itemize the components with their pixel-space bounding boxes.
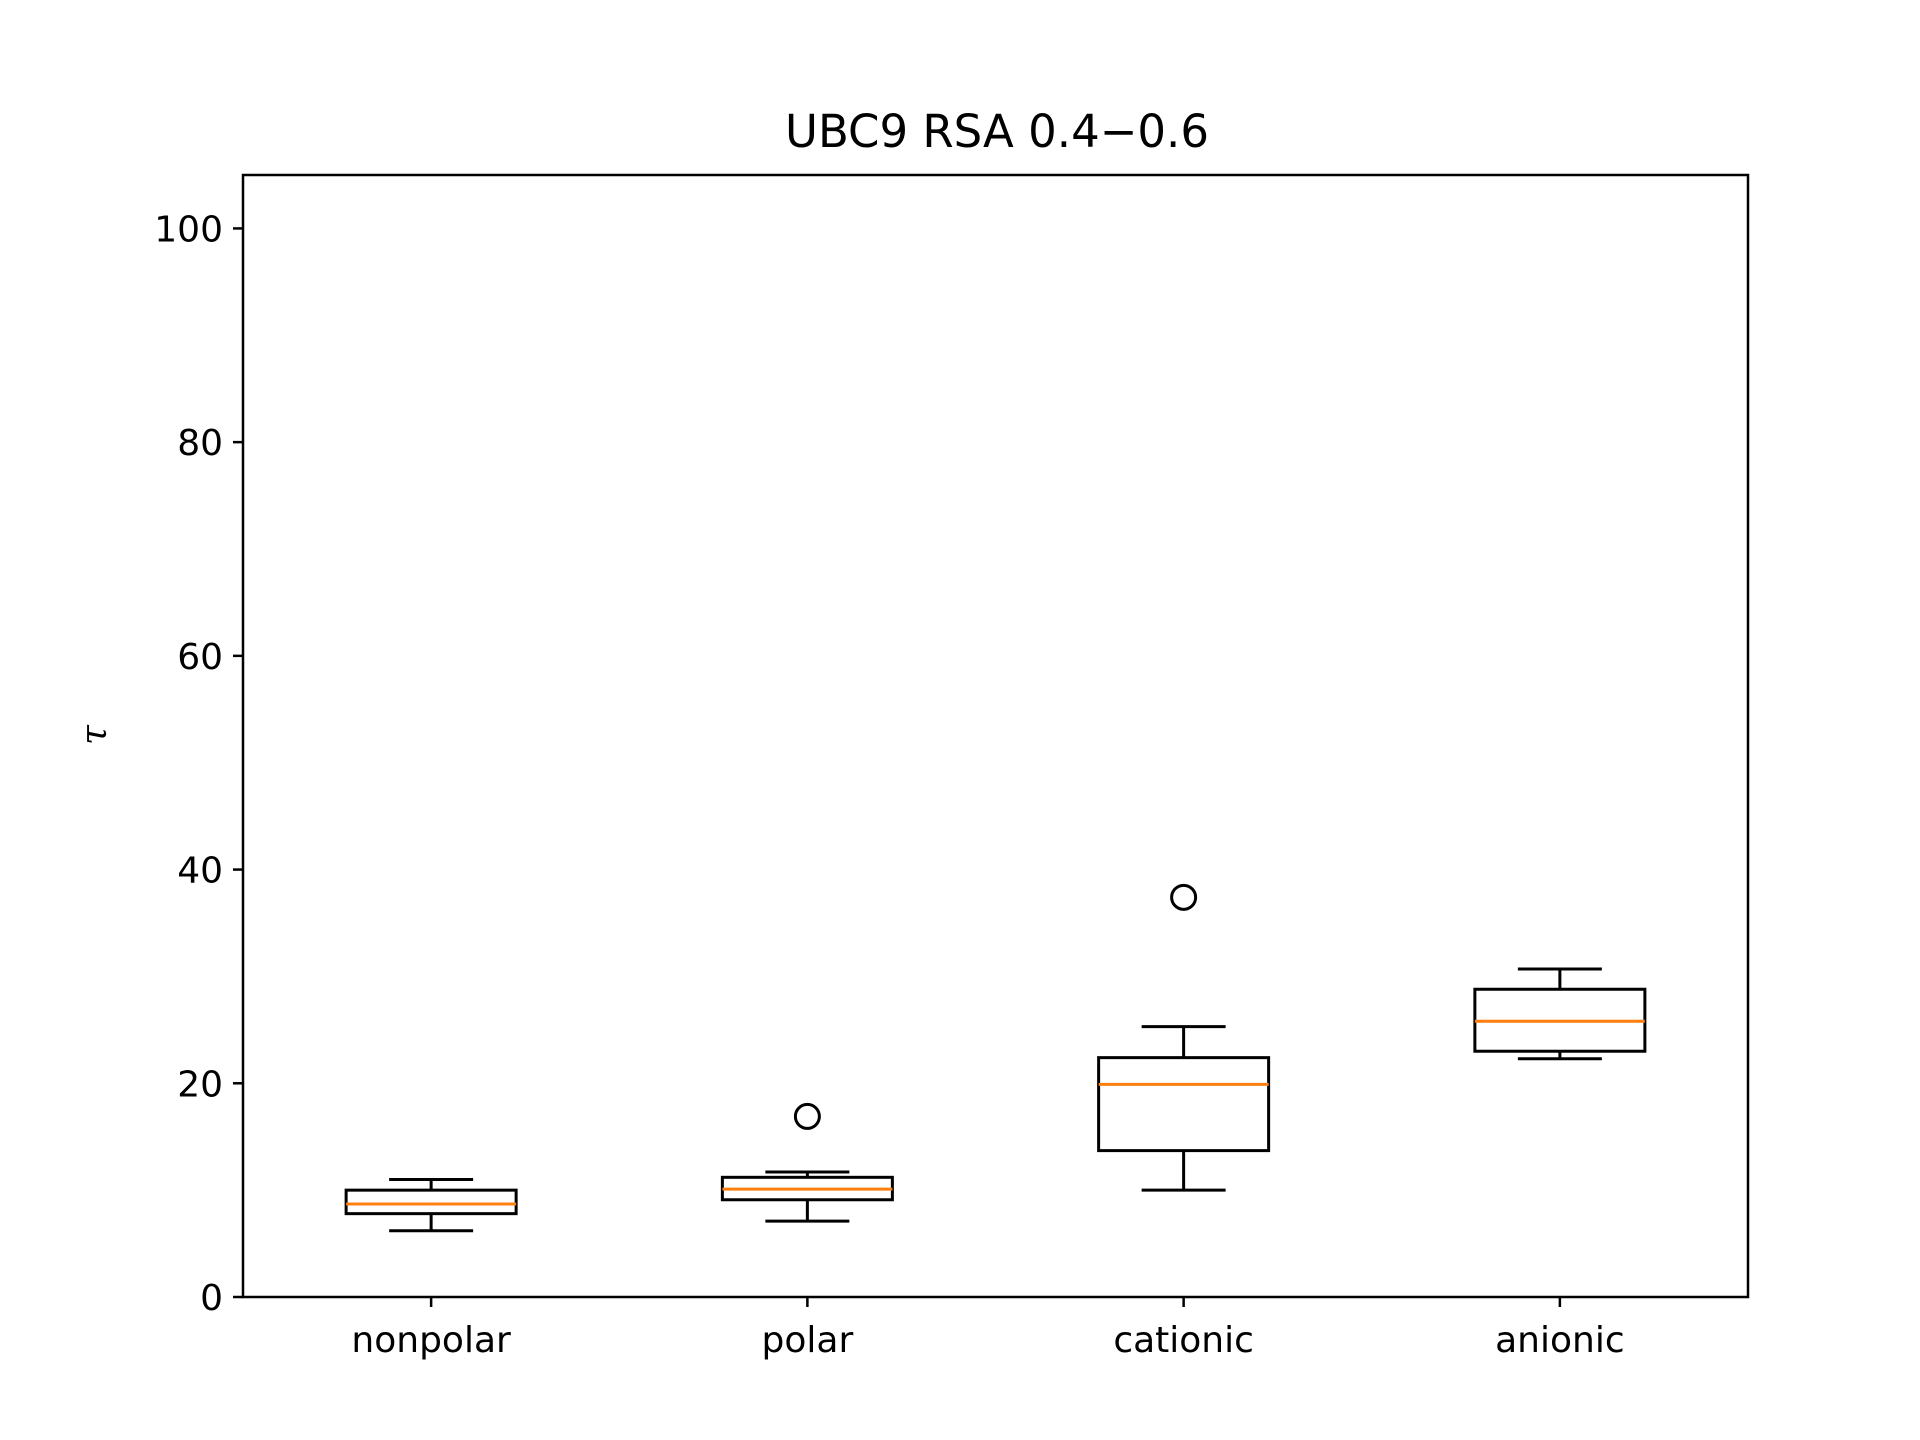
y-tick-label: 40 [177,851,223,892]
x-tick-label-nonpolar: nonpolar [351,1320,511,1361]
x-tick-label-anionic: anionic [1495,1320,1625,1361]
outlier-cationic [1170,883,1198,911]
y-tick-label: 20 [177,1064,223,1105]
y-tick-label: 60 [177,637,223,678]
y-tick-label: 80 [177,423,223,464]
box-nonpolar [344,1188,518,1216]
y-tick-label: 100 [154,209,223,250]
y-tick-label: 0 [200,1278,223,1319]
axes-frame [241,173,1750,1299]
y-axis-label: τ [74,724,115,745]
x-tick-label-polar: polar [762,1320,854,1361]
outlier-polar [793,1102,821,1130]
box-cationic [1097,1056,1271,1153]
x-tick-label-cationic: cationic [1113,1320,1254,1361]
chart-title: UBC9 RSA 0.4−0.6 [785,105,1209,158]
plot-area: 0 20 40 60 80 100 nonpolar polar cationic anionic [154,209,1647,1361]
